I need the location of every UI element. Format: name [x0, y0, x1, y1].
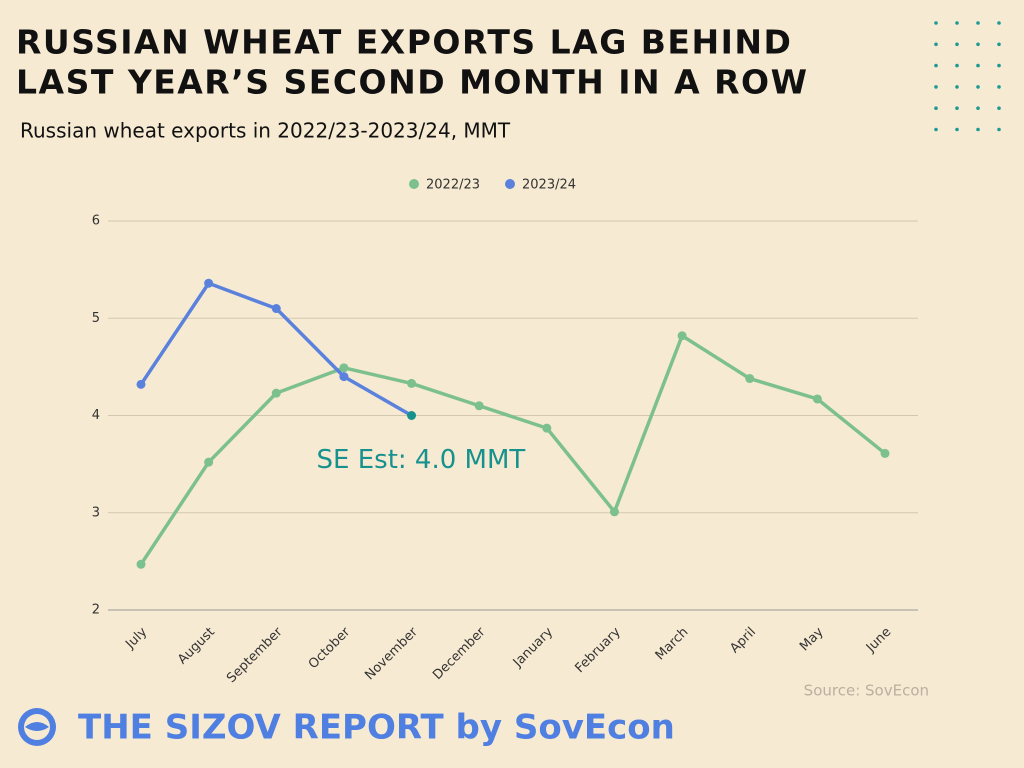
- y-tick-label: 2: [92, 603, 100, 618]
- point: [745, 374, 755, 384]
- point: [812, 394, 822, 404]
- point: [271, 388, 281, 398]
- point: [677, 331, 687, 341]
- dot: [955, 106, 959, 110]
- source: Source: SovEcon: [804, 682, 929, 700]
- point: [609, 507, 619, 517]
- point: [407, 411, 417, 420]
- chart-title: LAST YEAR’S SECOND MONTH IN A ROW: [16, 63, 809, 102]
- dot: [997, 127, 1001, 132]
- dot: [976, 85, 980, 89]
- brand: THE SIZOV REPORT by SovEcon: [78, 708, 675, 748]
- point: [136, 379, 146, 389]
- y-tick-label: 4: [92, 408, 100, 423]
- point: [542, 423, 552, 433]
- decoration-dots: [934, 21, 1001, 132]
- chart-title: RUSSIAN WHEAT EXPORTS LAG BEHIND: [16, 23, 792, 62]
- dot: [955, 85, 959, 89]
- point: [880, 448, 890, 458]
- dot: [997, 21, 1001, 25]
- y-tick-label: 3: [92, 505, 100, 520]
- legend-swatch: [505, 179, 515, 189]
- chart-subtitle: Russian wheat exports in 2022/23-2023/24…: [20, 119, 511, 143]
- dot: [934, 127, 938, 132]
- dot: [997, 106, 1001, 110]
- legend-label: 2023/24: [522, 178, 576, 193]
- annotation: SE Est: 4.0 MMT: [317, 445, 526, 475]
- dot: [934, 85, 938, 89]
- dot: [955, 127, 959, 132]
- logo: [18, 708, 56, 746]
- dot: [934, 106, 938, 110]
- legend-label: 2022/23: [426, 178, 480, 193]
- dot: [976, 106, 980, 110]
- point: [271, 304, 281, 314]
- dot: [976, 127, 980, 132]
- point: [204, 457, 214, 467]
- dot: [955, 63, 959, 68]
- point: [407, 378, 417, 388]
- point: [339, 372, 349, 382]
- dot: [934, 63, 938, 68]
- line: [139, 334, 887, 566]
- dot: [997, 42, 1001, 47]
- dot: [934, 21, 938, 25]
- point: [136, 559, 146, 569]
- dot: [976, 63, 980, 68]
- legend-swatch: [409, 179, 419, 189]
- dot: [934, 42, 938, 47]
- dot: [976, 21, 980, 25]
- point: [474, 401, 484, 411]
- dot: [997, 85, 1001, 89]
- dot: [997, 63, 1001, 68]
- dot: [955, 21, 959, 25]
- y-tick-label: 5: [92, 311, 100, 326]
- dot: [955, 42, 959, 47]
- dot: [976, 42, 980, 47]
- point: [204, 278, 214, 288]
- point: [339, 363, 349, 373]
- y-tick-label: 6: [92, 214, 100, 229]
